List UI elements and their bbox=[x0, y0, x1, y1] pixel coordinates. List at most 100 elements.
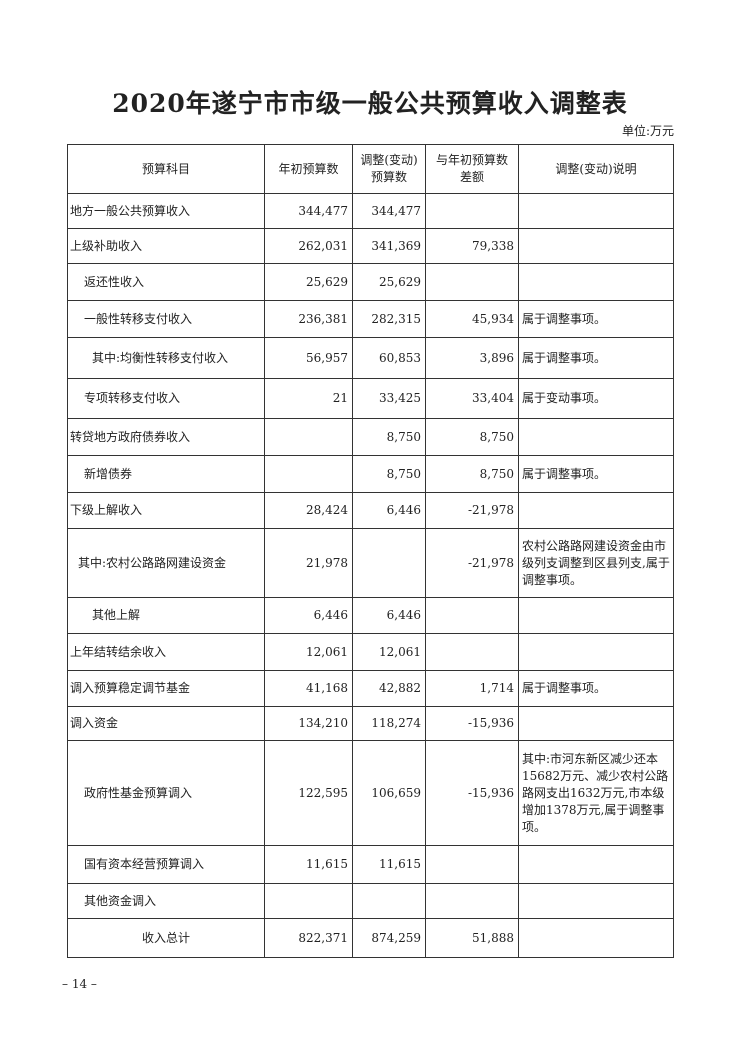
row-adjusted: 8,750 bbox=[352, 418, 426, 456]
row-diff bbox=[425, 633, 519, 671]
row-subject: 其他资金调入 bbox=[67, 883, 265, 919]
row-note bbox=[518, 263, 674, 301]
table-row: 其中:农村公路路网建设资金 21,978 -21,978 农村公路路网建设资金由市级列… bbox=[67, 528, 674, 598]
row-initial: 822,371 bbox=[264, 918, 353, 958]
row-subject: 地方一般公共预算收入 bbox=[67, 193, 265, 229]
row-diff: -15,936 bbox=[425, 740, 519, 846]
row-adjusted: 8,750 bbox=[352, 455, 426, 493]
row-initial: 12,061 bbox=[264, 633, 353, 671]
row-initial bbox=[264, 418, 353, 456]
page-number: – 14 – bbox=[62, 977, 97, 991]
row-adjusted: 42,882 bbox=[352, 670, 426, 707]
row-adjusted: 118,274 bbox=[352, 706, 426, 741]
row-subject: 其中:农村公路路网建设资金 bbox=[67, 528, 265, 598]
row-note bbox=[518, 228, 674, 264]
row-note: 属于变动事项。 bbox=[518, 378, 674, 419]
row-initial: 21,978 bbox=[264, 528, 353, 598]
row-diff: 8,750 bbox=[425, 418, 519, 456]
row-diff: 79,338 bbox=[425, 228, 519, 264]
row-initial: 25,629 bbox=[264, 263, 353, 301]
row-subject: 调入预算稳定调节基金 bbox=[67, 670, 265, 707]
row-diff: -21,978 bbox=[425, 492, 519, 529]
row-adjusted bbox=[352, 883, 426, 919]
table-row: 上级补助收入 262,031 341,369 79,338 bbox=[67, 228, 674, 264]
table-row: 转贷地方政府债券收入 8,750 8,750 bbox=[67, 418, 674, 456]
table-row: 收入总计 822,371 874,259 51,888 bbox=[67, 918, 674, 958]
table-row: 其他资金调入 bbox=[67, 883, 674, 919]
row-subject: 下级上解收入 bbox=[67, 492, 265, 529]
row-subject: 一般性转移支付收入 bbox=[67, 300, 265, 338]
header-adjusted: 调整(变动)预算数 bbox=[352, 144, 426, 194]
row-note bbox=[518, 706, 674, 741]
row-initial: 344,477 bbox=[264, 193, 353, 229]
row-subject: 收入总计 bbox=[67, 918, 265, 958]
row-adjusted: 282,315 bbox=[352, 300, 426, 338]
row-initial: 6,446 bbox=[264, 597, 353, 634]
row-subject: 转贷地方政府债券收入 bbox=[67, 418, 265, 456]
row-initial: 236,381 bbox=[264, 300, 353, 338]
row-note bbox=[518, 883, 674, 919]
row-note bbox=[518, 633, 674, 671]
row-subject: 其他上解 bbox=[67, 597, 265, 634]
row-subject: 返还性收入 bbox=[67, 263, 265, 301]
row-adjusted: 874,259 bbox=[352, 918, 426, 958]
row-diff bbox=[425, 845, 519, 884]
row-note bbox=[518, 492, 674, 529]
row-diff: 51,888 bbox=[425, 918, 519, 958]
unit-label: 单位:万元 bbox=[621, 124, 674, 138]
row-subject: 上年结转结余收入 bbox=[67, 633, 265, 671]
row-diff: -15,936 bbox=[425, 706, 519, 741]
row-note: 属于调整事项。 bbox=[518, 670, 674, 707]
row-adjusted: 60,853 bbox=[352, 337, 426, 379]
row-diff: 33,404 bbox=[425, 378, 519, 419]
table-header-row: 预算科目 年初预算数 调整(变动)预算数 与年初预算数差额 调整(变动)说明 bbox=[67, 144, 674, 194]
table-row: 一般性转移支付收入 236,381 282,315 45,934 属于调整事项。 bbox=[67, 300, 674, 338]
row-diff bbox=[425, 883, 519, 919]
row-adjusted bbox=[352, 528, 426, 598]
row-note bbox=[518, 418, 674, 456]
row-initial: 262,031 bbox=[264, 228, 353, 264]
row-diff bbox=[425, 263, 519, 301]
row-diff bbox=[425, 597, 519, 634]
row-adjusted: 106,659 bbox=[352, 740, 426, 846]
row-note bbox=[518, 845, 674, 884]
page-title: 2020年遂宁市市级一般公共预算收入调整表 bbox=[112, 89, 628, 118]
row-adjusted: 6,446 bbox=[352, 492, 426, 529]
row-subject: 政府性基金预算调入 bbox=[67, 740, 265, 846]
row-note bbox=[518, 918, 674, 958]
table-row: 新增债券 8,750 8,750 属于调整事项。 bbox=[67, 455, 674, 493]
row-initial: 41,168 bbox=[264, 670, 353, 707]
table-row: 专项转移支付收入 21 33,425 33,404 属于变动事项。 bbox=[67, 378, 674, 419]
row-initial: 134,210 bbox=[264, 706, 353, 741]
row-adjusted: 33,425 bbox=[352, 378, 426, 419]
table-row: 国有资本经营预算调入 11,615 11,615 bbox=[67, 845, 674, 884]
row-subject: 上级补助收入 bbox=[67, 228, 265, 264]
row-note bbox=[518, 193, 674, 229]
row-initial: 122,595 bbox=[264, 740, 353, 846]
table-row: 政府性基金预算调入 122,595 106,659 -15,936 其中:市河东新区减少… bbox=[67, 740, 674, 846]
table-row: 下级上解收入 28,424 6,446 -21,978 bbox=[67, 492, 674, 529]
row-subject: 国有资本经营预算调入 bbox=[67, 845, 265, 884]
row-initial: 21 bbox=[264, 378, 353, 419]
row-initial: 28,424 bbox=[264, 492, 353, 529]
header-diff: 与年初预算数差额 bbox=[425, 144, 519, 194]
table-row: 返还性收入 25,629 25,629 bbox=[67, 263, 674, 301]
table-row: 其中:均衡性转移支付收入 56,957 60,853 3,896 属于调整事项。 bbox=[67, 337, 674, 379]
row-note: 属于调整事项。 bbox=[518, 337, 674, 379]
row-adjusted: 25,629 bbox=[352, 263, 426, 301]
table-row: 上年结转结余收入 12,061 12,061 bbox=[67, 633, 674, 671]
header-subject: 预算科目 bbox=[67, 144, 265, 194]
row-adjusted: 344,477 bbox=[352, 193, 426, 229]
row-initial: 11,615 bbox=[264, 845, 353, 884]
row-adjusted: 6,446 bbox=[352, 597, 426, 634]
row-subject: 调入资金 bbox=[67, 706, 265, 741]
table-row: 其他上解 6,446 6,446 bbox=[67, 597, 674, 634]
row-initial bbox=[264, 883, 353, 919]
row-diff bbox=[425, 193, 519, 229]
row-subject: 其中:均衡性转移支付收入 bbox=[67, 337, 265, 379]
row-initial bbox=[264, 455, 353, 493]
header-note: 调整(变动)说明 bbox=[518, 144, 674, 194]
table-row: 调入资金 134,210 118,274 -15,936 bbox=[67, 706, 674, 741]
row-adjusted: 11,615 bbox=[352, 845, 426, 884]
row-note: 属于调整事项。 bbox=[518, 300, 674, 338]
